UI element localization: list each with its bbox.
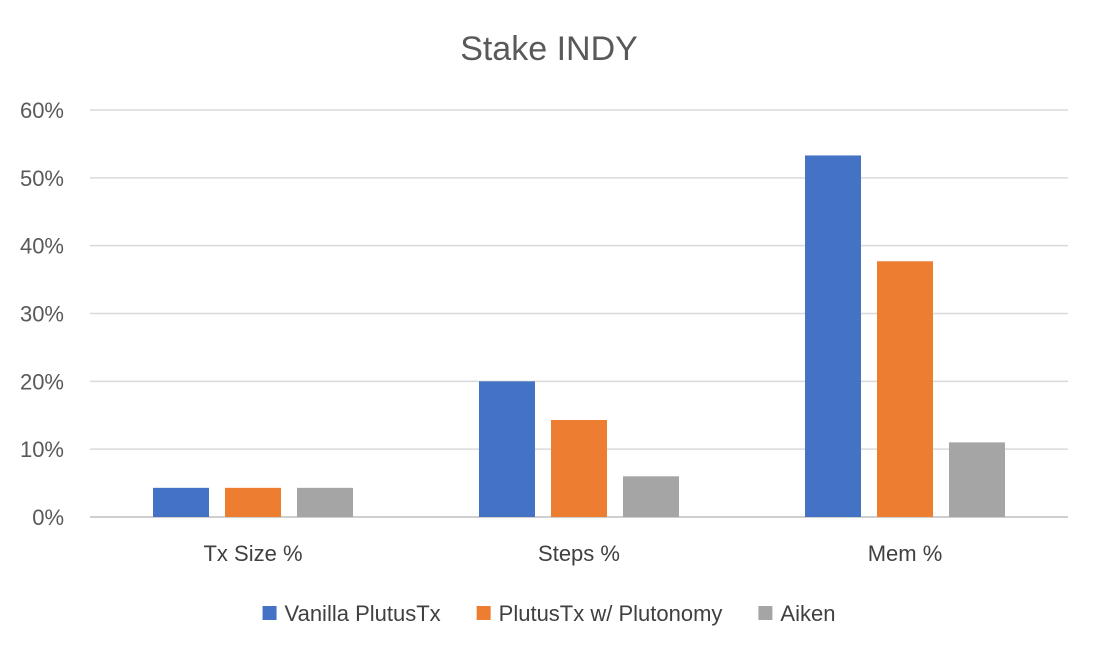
y-tick-label: 30% bbox=[20, 302, 64, 327]
bar bbox=[225, 487, 281, 517]
bar bbox=[949, 442, 1005, 517]
bar bbox=[479, 381, 535, 517]
bar bbox=[623, 476, 679, 517]
legend-swatch bbox=[476, 606, 491, 620]
legend-swatch bbox=[262, 606, 277, 620]
legend-label: Vanilla PlutusTx bbox=[285, 601, 441, 626]
bar bbox=[153, 487, 209, 517]
bar bbox=[551, 419, 607, 517]
y-tick-label: 50% bbox=[20, 166, 64, 191]
gridlines bbox=[90, 109, 1068, 518]
bars bbox=[153, 155, 1005, 517]
y-tick-label: 40% bbox=[20, 234, 64, 259]
y-tick-label: 20% bbox=[20, 369, 64, 394]
bar bbox=[877, 261, 933, 517]
bar bbox=[297, 487, 353, 517]
legend-label: PlutusTx w/ Plutonomy bbox=[499, 601, 723, 626]
legend-swatch bbox=[758, 606, 773, 620]
category-label: Mem % bbox=[868, 541, 943, 566]
category-label: Steps % bbox=[538, 541, 620, 566]
legend: Vanilla PlutusTx PlutusTx w/ Plutonomy Aik… bbox=[262, 601, 835, 626]
chart-title: Stake INDY bbox=[460, 30, 638, 68]
y-tick-label: 60% bbox=[20, 98, 64, 123]
y-tick-label: 10% bbox=[20, 437, 64, 462]
category-label: Tx Size % bbox=[203, 541, 302, 566]
y-axis-tick-labels: 0% 10% 20% 30% 40% 50% 60% bbox=[20, 98, 64, 530]
bar bbox=[805, 155, 861, 517]
y-tick-label: 0% bbox=[32, 505, 64, 530]
legend-label: Aiken bbox=[780, 601, 835, 626]
x-axis-category-labels: Tx Size % Steps % Mem % bbox=[203, 541, 942, 566]
